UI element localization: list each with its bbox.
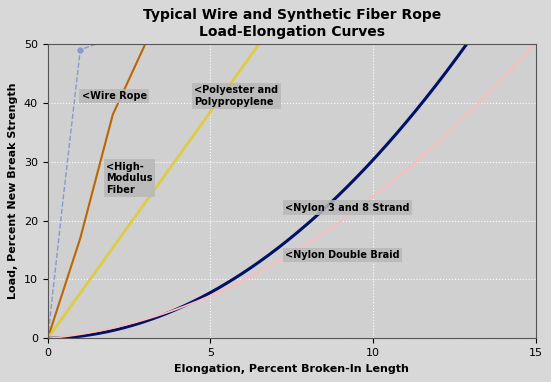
Text: <Nylon Double Braid: <Nylon Double Braid <box>285 250 400 260</box>
Text: <Nylon 3 and 8 Strand: <Nylon 3 and 8 Strand <box>285 203 410 213</box>
Y-axis label: Load, Percent New Break Strength: Load, Percent New Break Strength <box>8 83 18 299</box>
Text: <Polyester and
Polypropylene: <Polyester and Polypropylene <box>194 85 278 107</box>
X-axis label: Elongation, Percent Broken-In Length: Elongation, Percent Broken-In Length <box>174 364 409 374</box>
Title: Typical Wire and Synthetic Fiber Rope
Load-Elongation Curves: Typical Wire and Synthetic Fiber Rope Lo… <box>143 8 441 39</box>
Text: <High-
Modulus
Fiber: <High- Modulus Fiber <box>106 162 153 195</box>
Text: <Wire Rope: <Wire Rope <box>82 91 147 101</box>
